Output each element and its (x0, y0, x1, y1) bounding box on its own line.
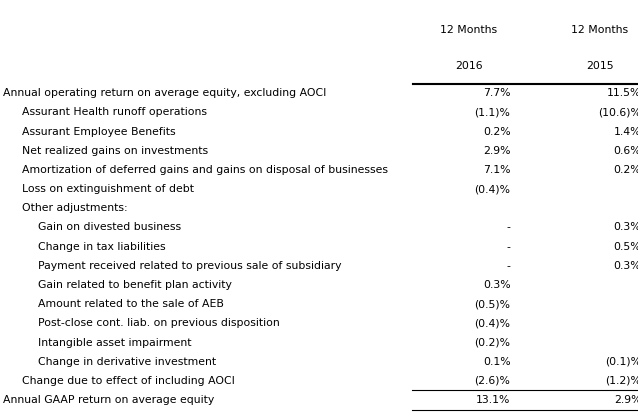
Text: -: - (637, 184, 638, 194)
Text: Amortization of deferred gains and gains on disposal of businesses: Amortization of deferred gains and gains… (22, 165, 389, 175)
Text: 0.3%: 0.3% (614, 222, 638, 232)
Text: (0.5)%: (0.5)% (475, 299, 510, 309)
Text: -: - (637, 299, 638, 309)
Text: -: - (507, 242, 510, 252)
Text: -: - (507, 222, 510, 232)
Text: (1.2)%: (1.2)% (605, 376, 638, 386)
Text: Loss on extinguishment of debt: Loss on extinguishment of debt (22, 184, 195, 194)
Text: Assurant Health runoff operations: Assurant Health runoff operations (22, 107, 207, 117)
Text: 2.9%: 2.9% (483, 146, 510, 156)
Text: 0.1%: 0.1% (483, 357, 510, 367)
Text: 0.5%: 0.5% (614, 242, 638, 252)
Text: Other adjustments:: Other adjustments: (22, 203, 128, 213)
Text: Gain related to benefit plan activity: Gain related to benefit plan activity (38, 280, 232, 290)
Text: 2016: 2016 (455, 61, 483, 71)
Text: Assurant Employee Benefits: Assurant Employee Benefits (22, 127, 176, 137)
Text: (0.4)%: (0.4)% (475, 319, 510, 328)
Text: 0.2%: 0.2% (614, 165, 638, 175)
Text: 1.4%: 1.4% (614, 127, 638, 137)
Text: 13.1%: 13.1% (476, 395, 510, 405)
Text: (1.1)%: (1.1)% (475, 107, 510, 117)
Text: -: - (637, 337, 638, 347)
Text: Payment received related to previous sale of subsidiary: Payment received related to previous sal… (38, 261, 342, 271)
Text: 7.1%: 7.1% (483, 165, 510, 175)
Text: 11.5%: 11.5% (607, 88, 638, 98)
Text: Post-close cont. liab. on previous disposition: Post-close cont. liab. on previous dispo… (38, 319, 280, 328)
Text: Change due to effect of including AOCI: Change due to effect of including AOCI (22, 376, 235, 386)
Text: Change in derivative investment: Change in derivative investment (38, 357, 216, 367)
Text: 0.6%: 0.6% (614, 146, 638, 156)
Text: 0.3%: 0.3% (614, 261, 638, 271)
Text: (2.6)%: (2.6)% (475, 376, 510, 386)
Text: Net realized gains on investments: Net realized gains on investments (22, 146, 209, 156)
Text: Annual operating return on average equity, excluding AOCI: Annual operating return on average equit… (3, 88, 327, 98)
Text: 0.3%: 0.3% (483, 280, 510, 290)
Text: 2.9%: 2.9% (614, 395, 638, 405)
Text: -: - (637, 280, 638, 290)
Text: (10.6)%: (10.6)% (598, 107, 638, 117)
Text: Change in tax liabilities: Change in tax liabilities (38, 242, 166, 252)
Text: Amount related to the sale of AEB: Amount related to the sale of AEB (38, 299, 224, 309)
Text: -: - (637, 319, 638, 328)
Text: (0.2)%: (0.2)% (475, 337, 510, 347)
Text: 2015: 2015 (586, 61, 614, 71)
Text: 12 Months: 12 Months (440, 25, 498, 35)
Text: 12 Months: 12 Months (571, 25, 628, 35)
Text: 7.7%: 7.7% (483, 88, 510, 98)
Text: -: - (507, 261, 510, 271)
Text: (0.4)%: (0.4)% (475, 184, 510, 194)
Text: Annual GAAP return on average equity: Annual GAAP return on average equity (3, 395, 214, 405)
Text: (0.1)%: (0.1)% (605, 357, 638, 367)
Text: Intangible asset impairment: Intangible asset impairment (38, 337, 192, 347)
Text: Gain on divested business: Gain on divested business (38, 222, 181, 232)
Text: 0.2%: 0.2% (483, 127, 510, 137)
